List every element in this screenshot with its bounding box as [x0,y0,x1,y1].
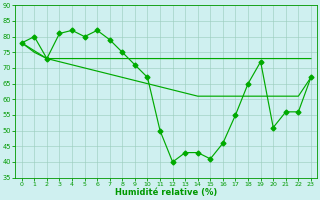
X-axis label: Humidité relative (%): Humidité relative (%) [115,188,218,197]
